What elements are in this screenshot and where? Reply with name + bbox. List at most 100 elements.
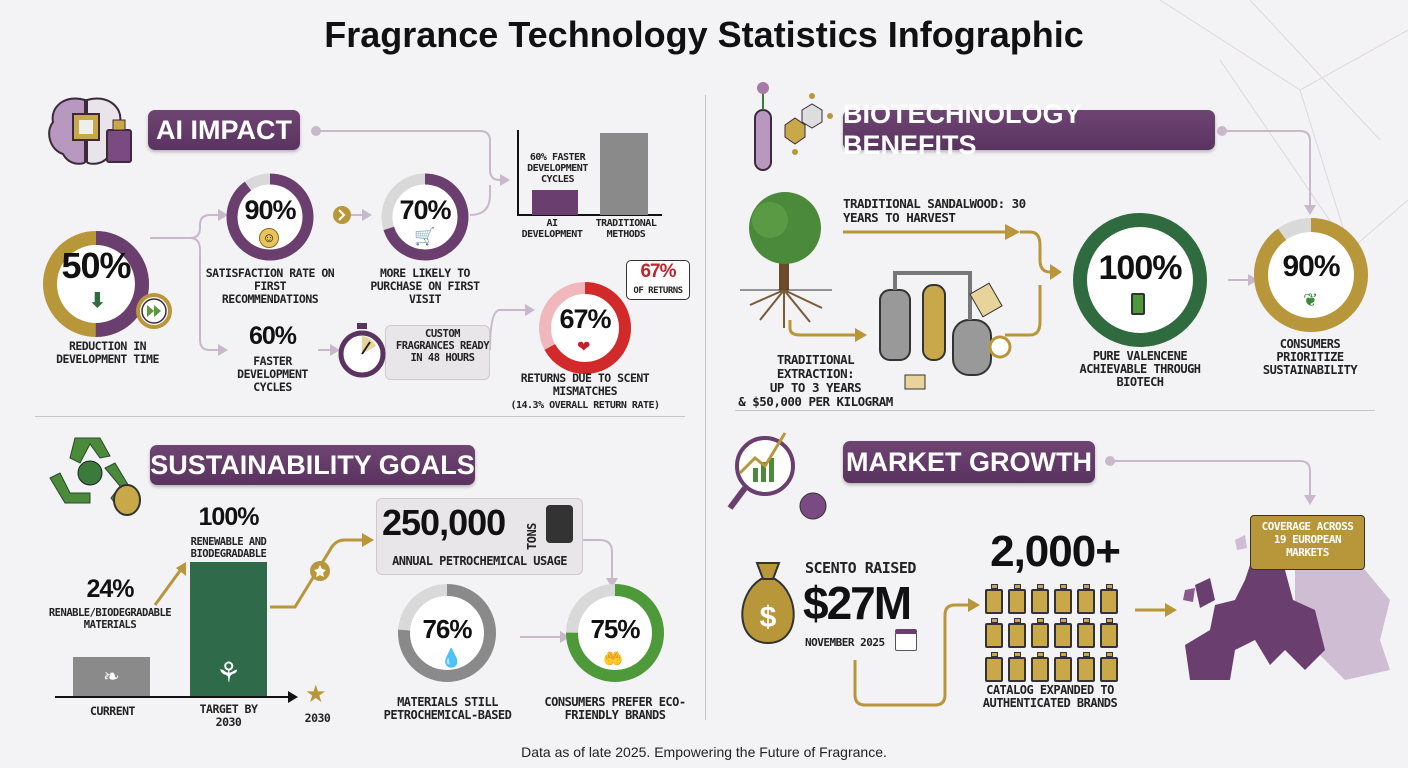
current-label: RENABLE/BIODEGRADABLE MATERIALS bbox=[48, 607, 172, 631]
horizontal-divider-right bbox=[735, 410, 1375, 411]
petrochemical-value: 250,000 bbox=[382, 502, 506, 543]
donut-arc bbox=[1254, 218, 1368, 332]
coverage-label: COVERAGE ACROSS 19 EUROPEAN MARKETS bbox=[1261, 520, 1354, 559]
catalog-value: 2,000+ bbox=[990, 527, 1121, 576]
returns-sublabel: (14.3% OVERALL RETURN RATE) bbox=[510, 400, 660, 411]
market-heading: MARKET GROWTH bbox=[843, 441, 1095, 483]
perfume-bottle-icon bbox=[1077, 652, 1095, 682]
perfume-bottle-icon bbox=[985, 584, 1003, 614]
custom-fragrance-box bbox=[385, 325, 490, 380]
perfume-bottle-icon bbox=[985, 652, 1003, 682]
materials-donut bbox=[398, 584, 496, 682]
reduction-donut bbox=[43, 231, 149, 337]
perfume-bottle-icon bbox=[1008, 618, 1026, 648]
leaf-icon: ❦ bbox=[1303, 290, 1319, 310]
valencene-value: 100% bbox=[1098, 249, 1183, 287]
donut-arc bbox=[381, 173, 469, 261]
down-arrow-icon: ⬇ bbox=[89, 290, 106, 312]
eco-label: CONSUMERS PREFER ECO-FRIENDLY BRANDS bbox=[544, 695, 686, 722]
magnifier-growth-icon bbox=[727, 432, 827, 520]
extraction-line-1: TRADITIONAL EXTRACTION: bbox=[776, 352, 855, 381]
satisfaction-donut bbox=[226, 173, 314, 261]
petrochemical-label: ANNUAL PETROCHEMICAL USAGE bbox=[392, 554, 567, 568]
perfume-bottle-icon bbox=[1100, 652, 1118, 682]
donut-arc bbox=[1073, 213, 1207, 347]
bottle-icon bbox=[1131, 293, 1145, 315]
bar-chart-x-axis bbox=[517, 214, 662, 216]
shopping-cart-icon: 🛒 bbox=[414, 227, 436, 246]
faster-value: 60% bbox=[248, 322, 297, 350]
perfume-bottle-icon bbox=[1054, 618, 1072, 648]
raised-label: SCENTO RAISED bbox=[805, 559, 916, 577]
timeline-arrow bbox=[288, 691, 298, 703]
footer-note: Data as of late 2025. Empowering the Fut… bbox=[521, 744, 887, 760]
perfume-bottle-icon bbox=[1008, 584, 1026, 614]
donut-arc bbox=[566, 584, 664, 682]
perfume-bottle-icon bbox=[1077, 618, 1095, 648]
perfume-bottle-icon bbox=[1100, 584, 1118, 614]
returns-value: 67% bbox=[559, 304, 611, 334]
page-title: Fragrance Technology Statistics Infograp… bbox=[324, 14, 1084, 55]
bar-current: ❧ bbox=[73, 657, 150, 697]
purchase-donut bbox=[381, 173, 469, 261]
valencene-donut bbox=[1073, 213, 1207, 347]
leaf-icon: ❧ bbox=[103, 666, 120, 688]
horizontal-divider-left bbox=[35, 416, 685, 417]
reduction-value: 50% bbox=[61, 245, 131, 286]
materials-value: 76% bbox=[422, 614, 472, 644]
target-label: RENEWABLE AND BIODEGRADABLE bbox=[190, 536, 267, 560]
bar-annotation: 60% FASTER DEVELOPMENT CYCLES bbox=[527, 152, 588, 185]
stopwatch-icon bbox=[338, 323, 386, 378]
ai-impact-heading: AI IMPACT bbox=[148, 110, 300, 150]
timeline-axis bbox=[55, 696, 290, 698]
donut-arc bbox=[43, 231, 149, 337]
reduction-label: REDUCTION IN DEVELOPMENT TIME bbox=[56, 339, 159, 366]
perfume-bottle-icon bbox=[1077, 584, 1095, 614]
sustainability-label: CONSUMERS PRIORITIZE SUSTAINABILITY bbox=[1262, 337, 1358, 377]
droplet-icon: 💧 bbox=[440, 648, 463, 668]
donut-arc bbox=[226, 173, 314, 261]
tree-icon bbox=[740, 192, 832, 328]
returns-bubble-value: 67% bbox=[640, 261, 676, 282]
fast-forward-clock-icon bbox=[136, 293, 172, 329]
target-axis-label: TARGET BY 2030 bbox=[199, 702, 258, 729]
custom-fragrance-label: CUSTOM FRAGRANCES READY IN 48 HOURS bbox=[395, 328, 490, 364]
raised-date: NOVEMBER 2025 bbox=[805, 636, 885, 649]
current-axis-label: CURRENT bbox=[90, 704, 135, 718]
sustainability-heading: SUSTAINABILITY GOALS bbox=[150, 445, 475, 485]
vertical-divider bbox=[705, 95, 706, 720]
target-value: 100% bbox=[198, 503, 260, 531]
purchase-label: MORE LIKELY TO PURCHASE ON FIRST VISIT bbox=[370, 266, 480, 306]
flower-icon: ⚘ bbox=[215, 657, 242, 688]
perfume-bottle-icon bbox=[1008, 652, 1026, 682]
perfume-bottle-icon bbox=[1100, 618, 1118, 648]
extraction-line-3: & $50,000 PER KILOGRAM bbox=[738, 394, 893, 409]
bar-label-ai: AI DEVELOPMENT bbox=[521, 218, 583, 240]
bar-label-traditional: TRADITIONAL METHODS bbox=[595, 218, 657, 240]
perfume-bottle-icon bbox=[1054, 652, 1072, 682]
satisfaction-label: SATISFACTION RATE ON FIRST RECOMMENDATIO… bbox=[205, 266, 335, 306]
purchase-value: 70% bbox=[399, 195, 451, 225]
petrochemical-unit: TONS bbox=[525, 523, 539, 550]
current-value: 24% bbox=[86, 575, 134, 603]
perfume-bottle-icon bbox=[1054, 584, 1072, 614]
returns-donut bbox=[539, 282, 631, 374]
catalog-label: CATALOG EXPANDED TO AUTHENTICATED BRANDS bbox=[982, 683, 1118, 710]
test-tube-molecule-icon bbox=[754, 82, 833, 171]
europe-map bbox=[1183, 535, 1390, 680]
perfume-bottle-icon bbox=[1031, 584, 1049, 614]
year-label: 2030 bbox=[304, 711, 331, 725]
returns-label: RETURNS DUE TO SCENT MISMATCHES bbox=[520, 371, 650, 398]
eco-donut bbox=[566, 584, 664, 682]
sandalwood-label: TRADITIONAL SANDALWOOD: 30 YEARS TO HARV… bbox=[843, 196, 1026, 225]
raised-value: $27M bbox=[803, 577, 912, 629]
eco-value: 75% bbox=[590, 614, 640, 644]
brain-chip-icon bbox=[48, 97, 132, 165]
hand-heart-icon: 🤲 bbox=[603, 651, 623, 668]
bar-target: ⚘ bbox=[190, 562, 267, 697]
perfume-bottle-icon bbox=[1031, 618, 1049, 648]
materials-label: MATERIALS STILL PETROCHEMICAL-BASED bbox=[383, 695, 512, 722]
svg-text:$: $ bbox=[760, 601, 777, 634]
recycle-globe-icon bbox=[49, 437, 141, 516]
